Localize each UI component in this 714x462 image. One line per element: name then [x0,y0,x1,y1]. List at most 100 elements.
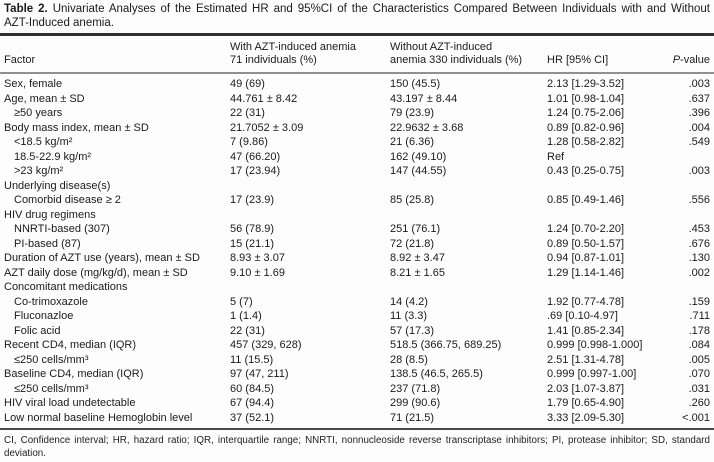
cell-without: 85 (25.8) [390,194,435,206]
cell-factor: Age, mean ± SD [4,92,85,105]
cell-with: 457 (329, 628) [230,339,302,351]
cell-without [390,208,547,223]
cell-factor: Fluconazloe [14,310,74,322]
cell-hr: 1.28 [0.58-2.82] [547,136,625,148]
cell-factor: <18.5 kg/m² [14,136,73,148]
cell-without: 57 (17.3) [390,324,435,337]
cell-hr: 0.94 [0.87-1.01] [547,252,625,264]
cell-p: .002 [688,266,710,279]
cell-factor: PI-based (87) [14,237,81,250]
cell-with [230,179,390,194]
cell-hr: .69 [0.10-4.97] [547,310,618,322]
cell-with: 1 (1.4) [230,310,262,322]
cell-with: 15 (21.1) [230,237,275,250]
cell-factor: Concomitant medications [4,281,128,293]
cell-with: 22 (31) [230,324,265,337]
cell-factor: Duration of AZT use (years), mean ± SD [4,252,200,264]
univariate-analysis-table: Factor With AZT-induced anemia 71 indivi… [0,36,714,430]
cell-without: 8.21 ± 1.65 [390,266,445,279]
cell-with [230,280,390,295]
cell-factor: Baseline CD4, median (IQR) [4,368,144,380]
cell-p: .260 [688,397,710,409]
cell-factor: Underlying disease(s) [4,179,111,192]
table-row: AZT daily dose (mg/kg/d), mean ± SD 9.10 … [0,266,714,281]
table-row: Duration of AZT use (years), mean ± SD 8.… [0,251,714,266]
table-row: 18.5-22.9 kg/m² 47 (66.20) 162 (49.10) Ref [0,150,714,165]
table-footnote: CI, Confidence interval; HR, hazard rati… [4,435,710,459]
table-row: HIV viral load undetectable 67 (94.4) 299 … [0,396,714,411]
cell-with: 7 (9.86) [230,136,268,148]
cell-hr: 2.13 [1.29-3.52] [547,78,625,90]
cell-factor: ≤250 cells/mm³ [14,382,89,395]
cell-without: 150 (45.5) [390,78,441,90]
cell-without: 72 (21.8) [390,237,435,250]
cell-with: 22 (31) [230,107,265,119]
cell-p: .084 [688,339,710,351]
header-without-anemia: Without AZT-induced anemia 330 individua… [390,36,547,74]
cell-factor: ≤250 cells/mm³ [14,353,89,366]
table-row: PI-based (87) 15 (21.1) 72 (21.8) 0.89 [0.5… [0,237,714,252]
top-rule [0,33,714,36]
table-row: Baseline CD4, median (IQR) 97 (47, 211) 13… [0,367,714,382]
cell-hr: Ref [547,150,565,163]
cell-p: .070 [688,368,710,380]
cell-hr: 2.51 [1.31-4.78] [547,353,625,366]
cell-hr: 2.03 [1.07-3.87] [547,382,625,395]
table-row: Concomitant medications [0,280,714,295]
cell-p [646,208,714,223]
cell-hr: 0.85 [0.49-1.46] [547,194,625,206]
cell-factor: Folic acid [14,324,61,337]
cell-without: 162 (49.10) [390,150,447,163]
cell-with: 56 (78.9) [230,223,275,235]
cell-without: 28 (8.5) [390,353,428,366]
table-row: <18.5 kg/m² 7 (9.86) 21 (6.36) 1.28 [0.58-2… [0,135,714,150]
cell-factor: AZT daily dose (mg/kg/d), mean ± SD [4,266,188,279]
cell-factor: Sex, female [4,78,63,90]
cell-with: 49 (69) [230,78,265,90]
header-without-anemia-line1: Without AZT-induced [390,41,493,53]
table-row: Underlying disease(s) [0,179,714,194]
cell-p: .004 [688,121,710,134]
header-with-anemia-line1: With AZT-induced anemia [230,41,356,53]
cell-factor: ≥50 years [14,107,63,119]
cell-p: .003 [688,78,710,90]
cell-with: 11 (15.5) [230,353,274,366]
cell-p: .396 [688,107,710,119]
cell-p: .178 [688,324,710,337]
cell-hr: 0.89 [0.82-0.96] [547,121,625,134]
cell-p [646,280,714,295]
cell-without [390,179,547,194]
cell-factor: Low normal baseline Hemoglobin level [4,411,193,424]
table-row: ≥50 years 22 (31) 79 (23.9) 1.24 [0.75-2.06… [0,106,714,121]
cell-with: 67 (94.4) [230,397,275,409]
cell-p: .031 [688,382,710,395]
cell-p: .711 [689,310,710,322]
cell-with: 17 (23.9) [230,194,275,206]
cell-hr [547,208,646,223]
table-header: Factor With AZT-induced anemia 71 indivi… [0,36,714,74]
cell-p [646,179,714,194]
table-row: HIV drug regimens [0,208,714,223]
cell-hr: 3.33 [2.09-5.30] [547,411,625,424]
table-body: Sex, female 49 (69) 150 (45.5) 2.13 [1.29-3… [0,73,714,429]
cell-with [230,208,390,223]
table-row: ≤250 cells/mm³ 11 (15.5) 28 (8.5) 2.51 [1.3… [0,353,714,368]
cell-factor: >23 kg/m² [14,165,64,177]
cell-hr [547,280,646,295]
cell-with: 8.93 ± 3.07 [230,252,285,264]
cell-without: 147 (44.55) [390,165,447,177]
table-caption-line1: Table 2. Univariate Analyses of the Esti… [4,3,710,17]
header-hr-ci: HR [95% CI] [547,36,646,74]
cell-without: 237 (71.8) [390,382,441,395]
header-row: Factor With AZT-induced anemia 71 indivi… [0,36,714,74]
cell-factor: NNRTI-based (307) [14,223,110,235]
table-row: Sex, female 49 (69) 150 (45.5) 2.13 [1.29-3… [0,73,714,92]
cell-without: 518.5 (366.75, 689.25) [390,339,502,351]
cell-p: .003 [688,165,710,177]
cell-with: 47 (66.20) [230,150,281,163]
cell-with: 44.761 ± 8.42 [230,92,298,105]
cell-p: .453 [688,223,710,235]
cell-with: 5 (7) [230,295,253,308]
cell-hr: 0.999 [0.997-1.00] [547,368,637,380]
cell-hr: 1.24 [0.75-2.06] [547,107,625,119]
